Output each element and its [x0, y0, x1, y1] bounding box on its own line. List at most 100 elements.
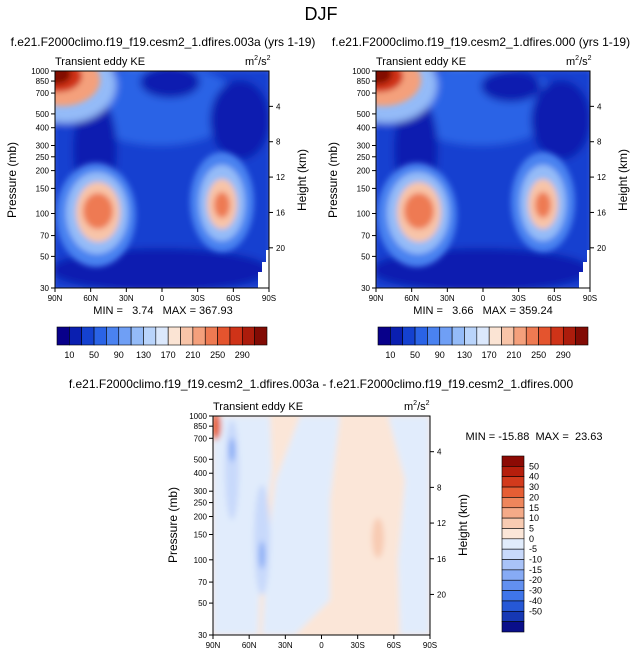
- sh-storm-track-4: [535, 192, 551, 218]
- colorbar-label: -30: [529, 586, 542, 596]
- x-tick-label: 0: [481, 294, 486, 303]
- colorbar-label: 170: [161, 350, 176, 360]
- deep-low-region-right: [531, 80, 590, 160]
- colorbar-swatch: [501, 466, 525, 478]
- x-tick-label: 90S: [583, 294, 597, 303]
- colorbar-swatch: [501, 579, 525, 591]
- x-tick-label: 30N: [440, 294, 455, 303]
- colorbar-label: 20: [529, 492, 539, 502]
- colorbar-label: 130: [136, 350, 151, 360]
- y-tick-label: 30: [40, 284, 49, 293]
- colorbar-swatch: [501, 590, 525, 602]
- panel-a-ylabel: Pressure (mb): [5, 142, 19, 218]
- x-tick-label: 0: [160, 294, 165, 303]
- diff-title: f.e21.F2000climo.f19_f19.cesm2_1.dfires.…: [69, 377, 574, 391]
- deep-low-region-top: [140, 71, 200, 98]
- colorbar-swatch: [56, 326, 70, 346]
- panel-b-units: m2/s2: [566, 55, 592, 68]
- colorbar-swatch: [501, 600, 525, 612]
- y-tick-label: 70: [361, 232, 370, 241]
- colorbar-swatch: [93, 326, 107, 346]
- y2-tick-label: 12: [437, 519, 446, 528]
- panel-a-title: f.e21.F2000climo.f19_f19.cesm2_1.dfires.…: [11, 35, 316, 49]
- colorbar-swatch: [427, 326, 441, 346]
- colorbar-swatch: [414, 326, 428, 346]
- y-tick-label: 150: [36, 184, 50, 193]
- colorbar-label: 10: [529, 513, 539, 523]
- colorbar-label: -20: [529, 575, 542, 585]
- colorbar-swatch: [501, 528, 525, 540]
- x-tick-label: 90N: [48, 294, 63, 303]
- colorbar-label: 15: [529, 503, 539, 513]
- panel-b-title: f.e21.F2000climo.f19_f19.cesm2_1.dfires.…: [332, 35, 630, 49]
- y-tick-label: 400: [357, 124, 371, 133]
- colorbar-label: 50: [89, 350, 99, 360]
- panel-b-stats: MIN = 3.66 MAX = 359.24: [413, 305, 552, 317]
- polar-jet-peak: [376, 71, 392, 84]
- x-tick-label: 60N: [242, 641, 257, 650]
- colorbar-label: 10: [64, 350, 74, 360]
- y-tick-label: 1000: [352, 67, 370, 76]
- colorbar-swatch: [241, 326, 255, 346]
- y-tick-label: 300: [194, 487, 208, 496]
- y-tick-label: 850: [357, 77, 371, 86]
- x-tick-label: 30N: [278, 641, 293, 650]
- x-tick-label: 60S: [226, 294, 240, 303]
- colorbar-label: 210: [185, 350, 200, 360]
- y2-tick-label: 16: [597, 208, 606, 217]
- y-tick-label: 500: [194, 455, 208, 464]
- colorbar-swatch: [501, 497, 525, 509]
- y2-tick-label: 16: [276, 208, 285, 217]
- upper-mid-region: [80, 71, 240, 145]
- colorbar-swatch: [575, 326, 589, 346]
- diff-y2label: Height (km): [456, 494, 470, 556]
- nh-storm-track-4: [404, 193, 434, 229]
- diff-stats: MIN = -15.88 MAX = 23.63: [466, 431, 603, 443]
- x-tick-label: 60N: [404, 294, 419, 303]
- colorbar-swatch: [130, 326, 144, 346]
- x-tick-label: 90N: [369, 294, 384, 303]
- y-tick-label: 300: [36, 142, 50, 151]
- colorbar-label: 210: [506, 350, 521, 360]
- colorbar-swatch: [254, 326, 268, 346]
- y-tick-label: 700: [357, 89, 371, 98]
- y-tick-label: 150: [357, 184, 371, 193]
- panel-b-y2label: Height (km): [616, 149, 630, 211]
- colorbar-label: 250: [210, 350, 225, 360]
- panel-b-topography-mask: [579, 250, 590, 288]
- colorbar-swatch: [204, 326, 218, 346]
- y-tick-label: 850: [36, 77, 50, 86]
- panel-case-b: f.e21.F2000climo.f19_f19.cesm2_1.dfires.…: [326, 35, 630, 360]
- colorbar-swatch: [562, 326, 576, 346]
- y2-tick-label: 12: [276, 173, 285, 182]
- panel-a-units: m2/s2: [245, 55, 271, 68]
- colorbar-swatch: [501, 476, 525, 488]
- y2-tick-label: 20: [597, 244, 606, 253]
- polar-jet-peak: [55, 71, 71, 84]
- colorbar-swatch: [217, 326, 231, 346]
- panel-b-subtitle: Transient eddy KE: [376, 56, 466, 68]
- colorbar-swatch: [501, 326, 515, 346]
- colorbar-swatch: [439, 326, 453, 346]
- colorbar-swatch: [464, 326, 478, 346]
- y-tick-label: 200: [36, 167, 50, 176]
- panel-b-colorbar: 10 50 90 130 170 210 250 290: [377, 326, 589, 360]
- y-tick-label: 50: [361, 252, 370, 261]
- colorbar-label: 5: [529, 523, 534, 533]
- x-tick-label: 90S: [423, 641, 437, 650]
- colorbar-label: 10: [385, 350, 395, 360]
- y-tick-label: 500: [357, 110, 371, 119]
- pos-anomaly-pole: [213, 416, 221, 440]
- colorbar-swatch: [501, 517, 525, 529]
- colorbar-swatch: [501, 569, 525, 581]
- colorbar-swatch: [488, 326, 502, 346]
- y2-tick-label: 4: [276, 102, 281, 111]
- colorbar-swatch: [155, 326, 169, 346]
- colorbar-label: 130: [457, 350, 472, 360]
- colorbar-swatch: [501, 455, 525, 467]
- diff-subtitle: Transient eddy KE: [213, 401, 303, 413]
- x-tick-label: 0: [319, 641, 324, 650]
- y-tick-label: 100: [36, 209, 50, 218]
- y-tick-label: 200: [357, 167, 371, 176]
